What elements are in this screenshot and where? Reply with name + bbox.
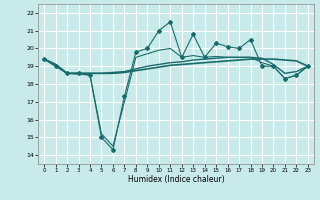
X-axis label: Humidex (Indice chaleur): Humidex (Indice chaleur) — [128, 175, 224, 184]
